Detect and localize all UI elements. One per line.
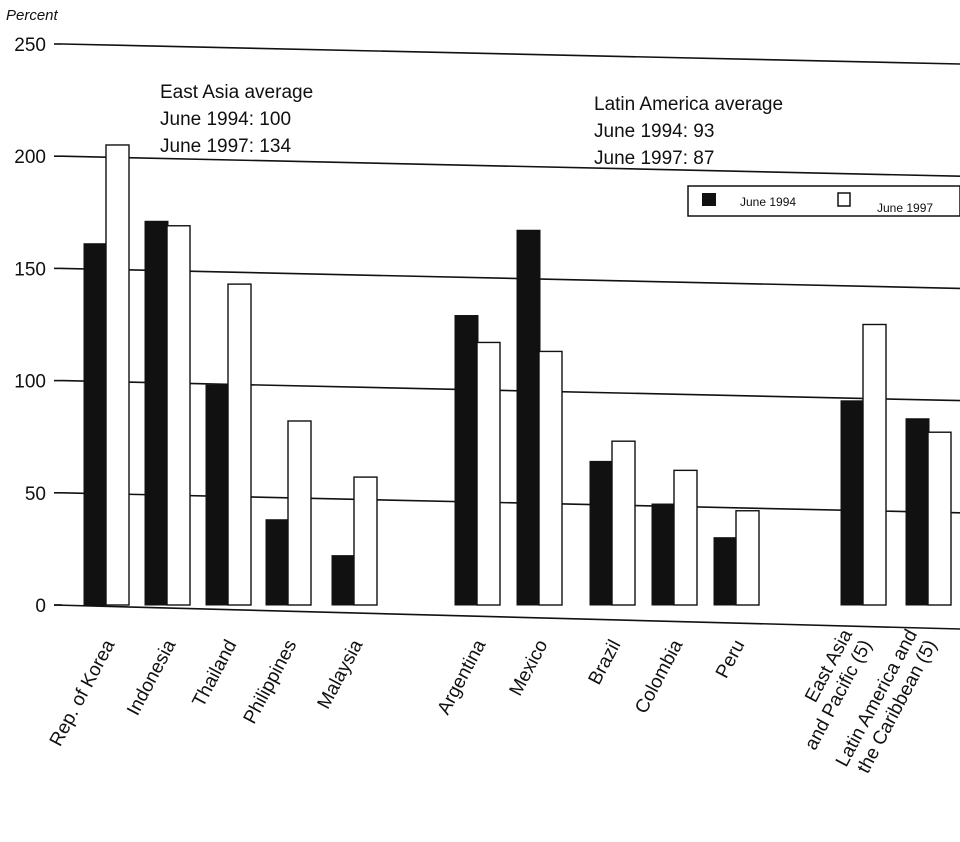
x-tick-text: Brazil (585, 636, 626, 688)
bar-latin-america-and-the-caribbean-5-june-1994 (905, 418, 930, 606)
bar-philippines-june-1997 (287, 420, 312, 606)
bar-colombia-june-1997 (673, 469, 698, 606)
bars (83, 144, 952, 606)
x-tick-text: Peru (712, 636, 749, 681)
gridline-150 (61, 267, 960, 290)
legend-label-june-1994: June 1994 (740, 195, 796, 209)
y-tick-label-100: 100 (14, 372, 46, 393)
x-tick-text: Malaysia (314, 636, 368, 712)
x-tick-label-malaysia: Malaysia (314, 636, 368, 712)
x-tick-label-mexico: Mexico (506, 636, 553, 699)
x-tick-text: Philippines (240, 636, 302, 727)
annotation-1-line-1: East Asia average (160, 82, 313, 103)
x-tick-text: Rep. of Korea (46, 636, 120, 750)
gridline-100 (61, 379, 960, 402)
y-tick-label-250: 250 (14, 35, 46, 56)
x-tick-label-argentina: Argentina (434, 636, 491, 718)
bar-colombia-june-1994 (651, 503, 676, 606)
bar-thailand-june-1997 (227, 283, 252, 606)
bar-rep-of-korea-june-1997 (105, 144, 130, 606)
y-tick-label-50: 50 (25, 484, 46, 505)
y-tick-label-150: 150 (14, 259, 46, 280)
bar-indonesia-june-1997 (166, 225, 191, 606)
bar-east-asia-and-pacific-5-june-1994 (840, 400, 865, 606)
annotations: East Asia average June 1994: 100 June 1997… (160, 82, 783, 169)
x-tick-label-peru: Peru (712, 636, 749, 681)
bar-mexico-june-1994 (516, 229, 541, 606)
y-tick-label-0: 0 (35, 596, 46, 617)
bar-mexico-june-1997 (538, 350, 563, 606)
bar-latin-america-and-the-caribbean-5-june-1997 (927, 431, 952, 606)
gridline-250 (61, 43, 960, 65)
x-axis-labels: Rep. of Korea Indonesia ThailandPhilippine… (46, 626, 942, 777)
x-tick-label-colombia: Colombia (631, 636, 687, 717)
legend-label-june-1997: June 1997 (877, 201, 933, 215)
bar-philippines-june-1994 (265, 519, 290, 606)
gridline-50 (61, 492, 960, 514)
gridlines (61, 43, 960, 514)
x-tick-label-brazil: Brazil (585, 636, 626, 688)
y-axis-title: Percent (6, 7, 59, 24)
legend-swatch-june-1997 (837, 192, 851, 207)
legend-swatch-june-1994 (702, 193, 716, 206)
x-tick-text: Thailand (189, 636, 242, 710)
annotation-2-line-3: June 1997: 87 (594, 148, 714, 169)
bar-malaysia-june-1997 (353, 476, 378, 606)
x-tick-label-indonesia: Indonesia (123, 636, 180, 719)
bar-rep-of-korea-june-1994 (83, 243, 108, 606)
y-axis-ticks: 0 50 100 150 200 250 (14, 35, 62, 617)
bar-thailand-june-1994 (205, 384, 230, 606)
legend: June 1994 June 1997 (687, 185, 960, 217)
gridline-200 (61, 155, 960, 177)
x-tick-text: Argentina (434, 636, 491, 718)
bar-malaysia-june-1994 (331, 555, 356, 606)
x-axis (53, 604, 960, 630)
x-tick-label-philippines: Philippines (240, 636, 302, 727)
x-axis-line (53, 604, 960, 630)
x-tick-text: Mexico (506, 636, 553, 699)
bar-peru-june-1994 (713, 537, 738, 606)
x-tick-label-thailand: Thailand (189, 636, 242, 710)
bar-brazil-june-1997 (611, 440, 636, 606)
x-tick-text: Colombia (631, 636, 687, 717)
annotation-2-line-2: June 1994: 93 (594, 121, 714, 142)
bar-indonesia-june-1994 (144, 220, 169, 606)
x-tick-text: Indonesia (123, 636, 180, 719)
bar-brazil-june-1994 (589, 460, 614, 606)
bar-peru-june-1997 (735, 510, 760, 606)
bar-argentina-june-1997 (476, 341, 501, 606)
x-tick-label-rep-of-korea: Rep. of Korea (46, 636, 120, 750)
bar-argentina-june-1994 (454, 315, 479, 606)
y-tick-label-200: 200 (14, 147, 46, 168)
bar-east-asia-and-pacific-5-june-1997 (862, 323, 887, 606)
annotation-1-line-3: June 1997: 134 (160, 136, 291, 157)
legend-box (687, 185, 960, 217)
annotation-2-line-1: Latin America average (594, 94, 783, 115)
annotation-1-line-2: June 1994: 100 (160, 109, 291, 130)
